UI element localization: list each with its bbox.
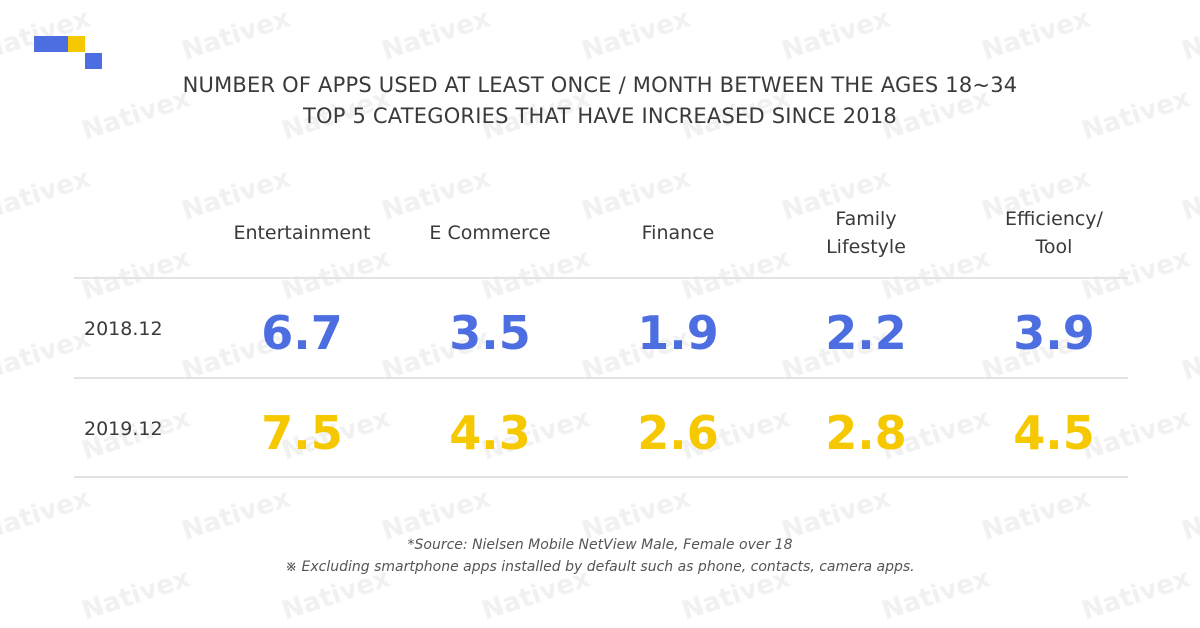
- watermark-text: Nativex: [1178, 323, 1200, 387]
- logo-yellow-block: [68, 36, 85, 52]
- watermark-text: Nativex: [78, 243, 194, 307]
- chart-title: NUMBER OF APPS USED AT LEAST ONCE / MONT…: [0, 70, 1200, 132]
- footnotes: *Source: Nielsen Mobile NetView Male, Fe…: [0, 534, 1200, 578]
- column-header-entertainment: Entertainment: [233, 222, 371, 244]
- watermark-text: Nativex: [1178, 3, 1200, 67]
- watermark-text: Nativex: [178, 3, 294, 67]
- logo-blue-block: [34, 36, 68, 52]
- watermark-text: Nativex: [778, 3, 894, 67]
- brand-logo: [34, 36, 102, 70]
- row-label-2018: 2018.12: [84, 318, 163, 340]
- exclusion-note: ※ Excluding smartphone apps installed by…: [285, 559, 915, 575]
- table-divider-top: [74, 277, 1128, 279]
- title-line-2: TOP 5 CATEGORIES THAT HAVE INCREASED SIN…: [303, 104, 897, 128]
- logo-blue-block-lower: [85, 53, 102, 69]
- value-2018-12-col-4: 2.2: [825, 306, 907, 360]
- table-divider-bottom: [74, 476, 1128, 478]
- value-2018-12-col-2: 3.5: [449, 306, 531, 360]
- value-2019-12-col-1: 7.5: [261, 406, 343, 460]
- value-2019-12-col-3: 2.6: [637, 406, 719, 460]
- source-note: *Source: Nielsen Mobile NetView Male, Fe…: [407, 537, 793, 553]
- value-2019-12-col-2: 4.3: [449, 406, 531, 460]
- value-2019-12-col-4: 2.8: [825, 406, 907, 460]
- table-divider-middle: [74, 377, 1128, 379]
- row-label-2019: 2019.12: [84, 418, 163, 440]
- column-header-e-commerce: E Commerce: [429, 222, 551, 244]
- value-2019-12-col-5: 4.5: [1013, 406, 1095, 460]
- column-header-finance: Finance: [641, 222, 715, 244]
- watermark-text: Nativex: [578, 3, 694, 67]
- value-2018-12-col-1: 6.7: [261, 306, 343, 360]
- watermark-text: Nativex: [0, 163, 94, 227]
- value-2018-12-col-5: 3.9: [1013, 306, 1095, 360]
- title-line-1: NUMBER OF APPS USED AT LEAST ONCE / MONT…: [182, 73, 1018, 97]
- column-header-efficiency-tool: Efficiency/ Tool: [1005, 208, 1103, 258]
- watermark-text: Nativex: [1178, 163, 1200, 227]
- watermark-text: Nativex: [978, 3, 1094, 67]
- value-2018-12-col-3: 1.9: [637, 306, 719, 360]
- watermark-text: Nativex: [378, 3, 494, 67]
- column-header-family-lifestyle: Family Lifestyle: [826, 208, 906, 258]
